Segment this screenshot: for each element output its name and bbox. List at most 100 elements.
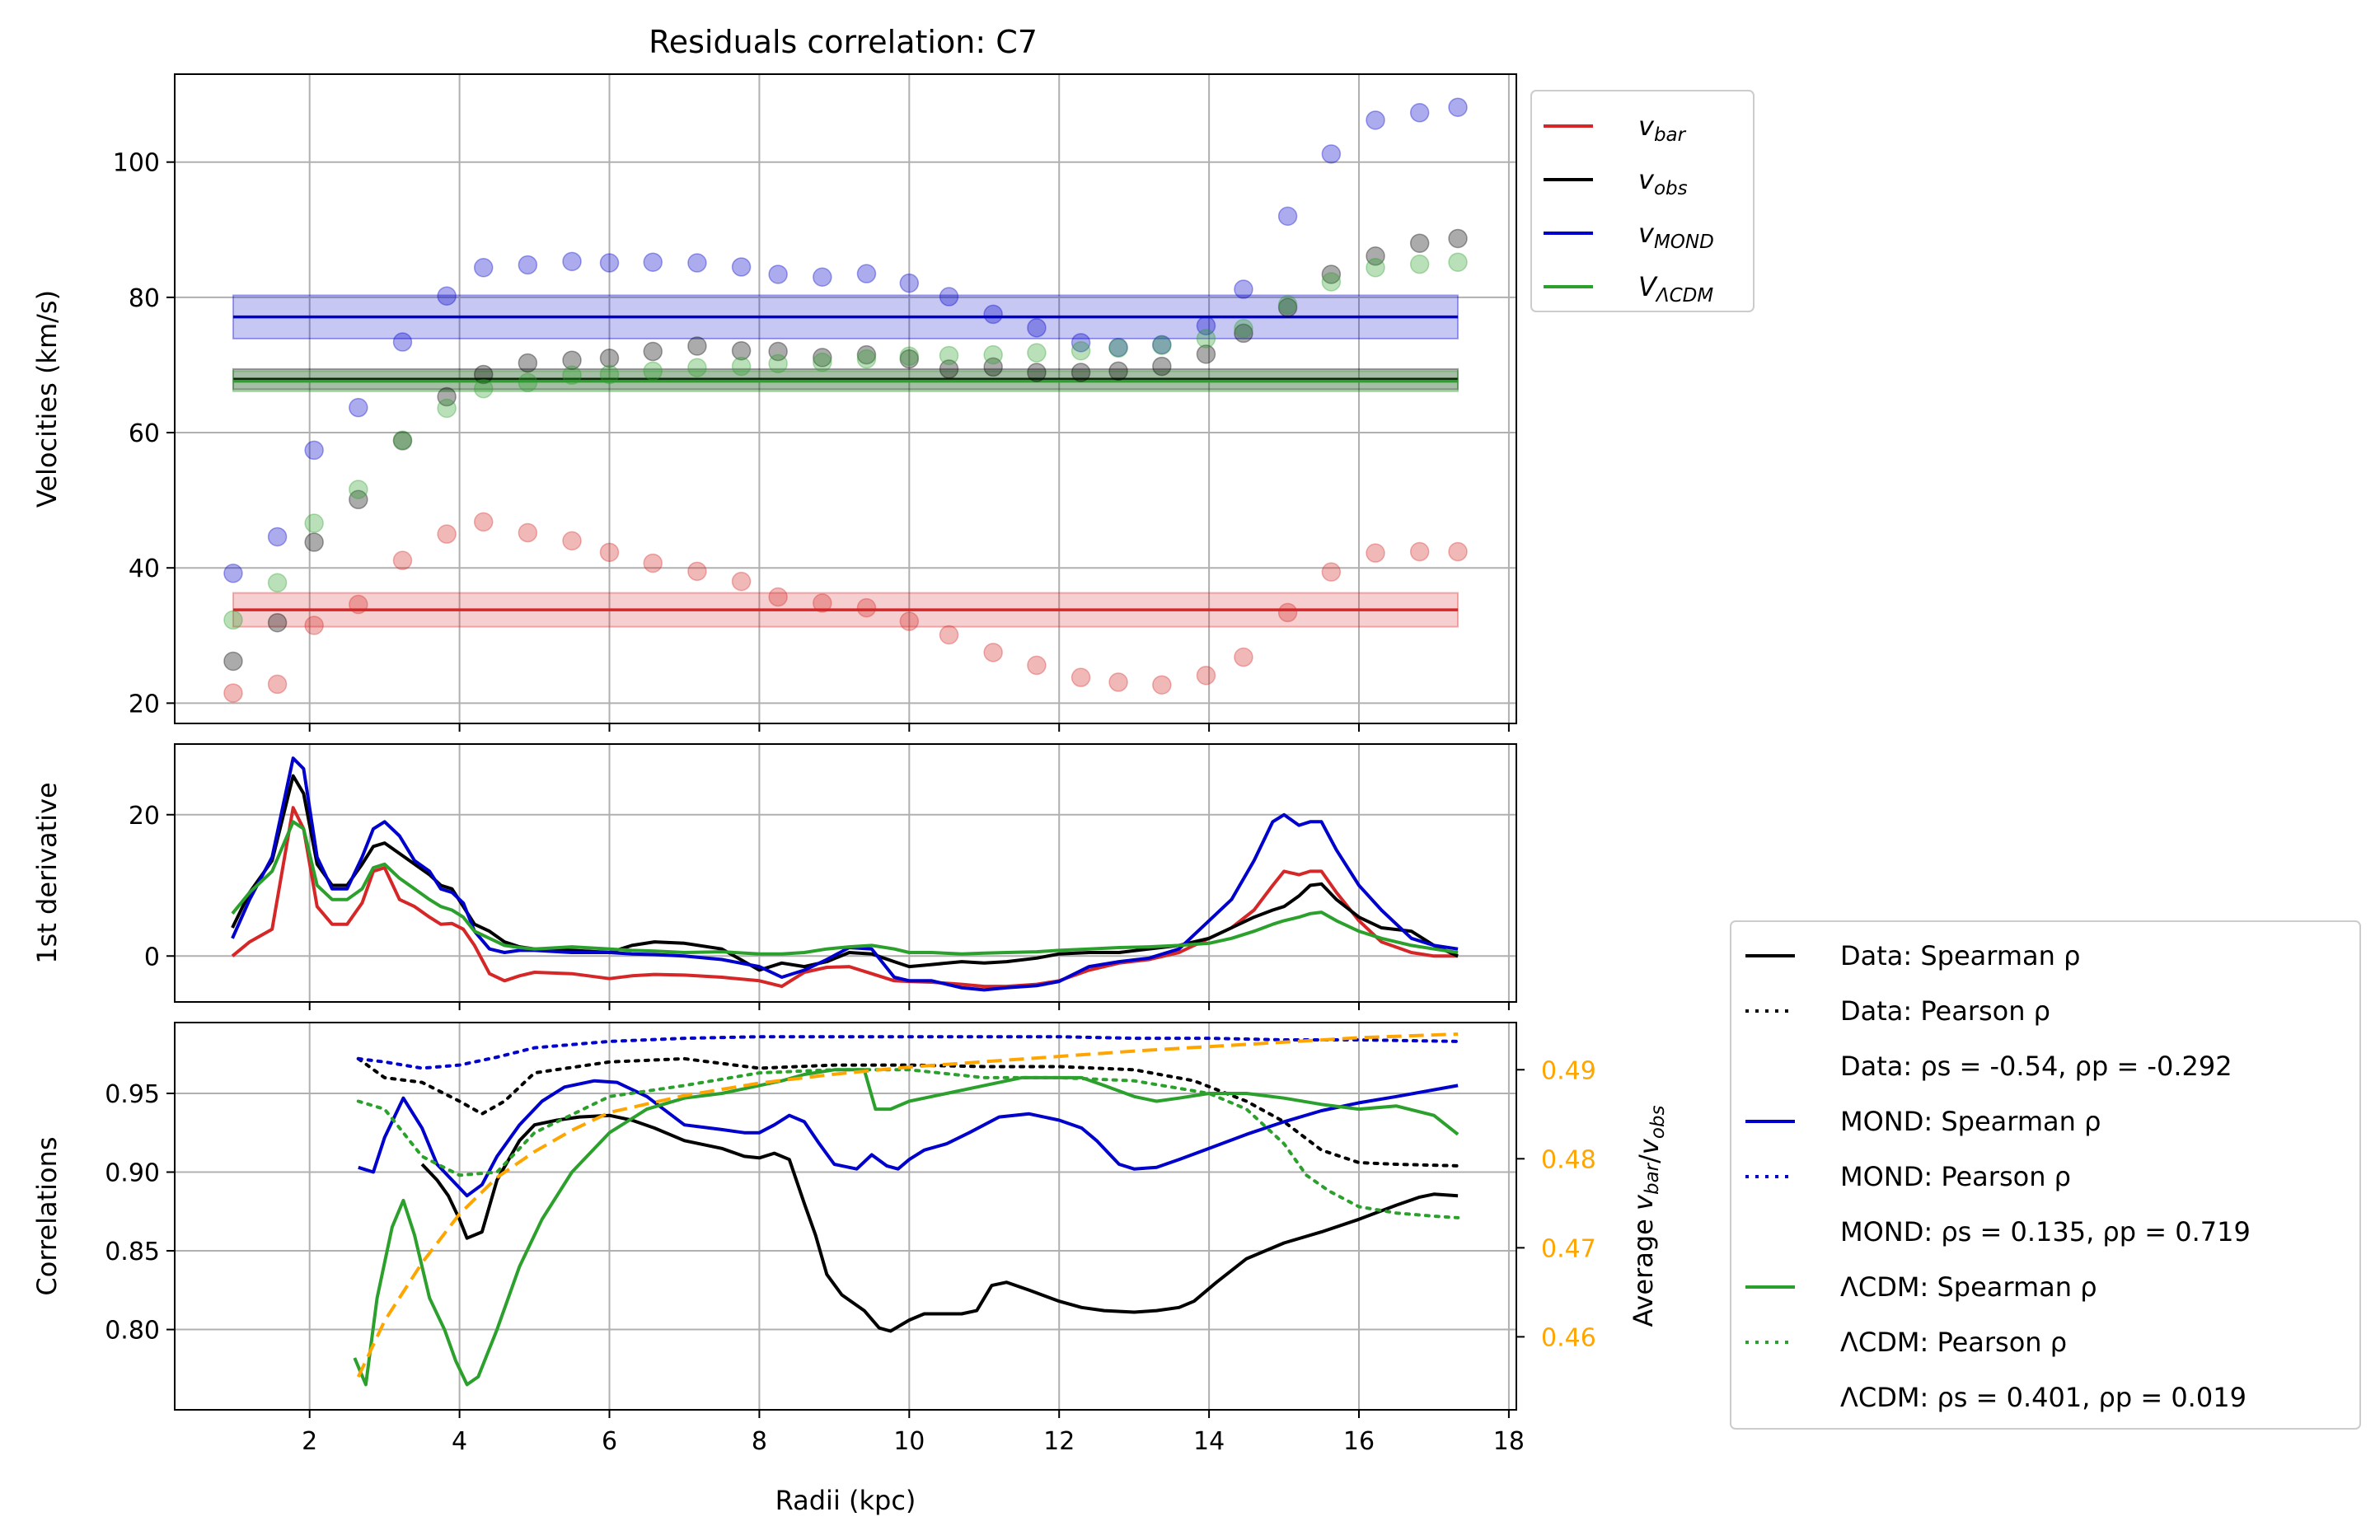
bar-point	[1108, 672, 1128, 692]
obs-point	[983, 357, 1003, 377]
mond-point	[1071, 333, 1091, 353]
lcdm-point	[437, 398, 457, 419]
mond-point	[731, 257, 752, 277]
bar-point	[267, 674, 288, 695]
y-tick-label: 100	[113, 149, 160, 178]
obs-point	[1071, 363, 1091, 382]
x-tick-label: 2	[302, 1427, 317, 1456]
axes-frame	[174, 73, 1517, 724]
velocity-legend: vbar vobs vMOND VΛCDM	[1530, 90, 1755, 312]
lcdm-point	[731, 356, 752, 377]
lcdm-point	[349, 480, 368, 499]
mond-point	[813, 267, 832, 287]
x-axis-label: Radii (kpc)	[775, 1485, 916, 1516]
lcdm-point	[267, 573, 288, 593]
y2-tick-label: 0.48	[1541, 1145, 1596, 1174]
y-axis-label: Correlations	[31, 1136, 63, 1295]
lcdm-point	[562, 365, 582, 386]
bar-point	[768, 587, 788, 607]
lcdm-point	[518, 372, 538, 393]
lcdm-point	[1409, 254, 1430, 274]
y-tick-label: 60	[129, 419, 160, 448]
obs-point	[731, 340, 752, 361]
derivative-panel: 0 20 1st derivative	[31, 743, 1517, 1010]
y2-tick-label: 0.46	[1541, 1323, 1596, 1352]
obs-point	[1366, 246, 1385, 266]
legend-label: Data: Pearson ρ	[1840, 995, 2050, 1027]
obs-point	[1409, 233, 1430, 253]
x-tick-label: 12	[1043, 1427, 1075, 1456]
y-tick-label: 40	[129, 555, 160, 583]
obs-point	[768, 341, 788, 362]
obs-point	[1321, 264, 1342, 284]
y-tick-label: 0.80	[105, 1317, 160, 1346]
legend-box	[1530, 90, 1755, 312]
obs-point	[687, 336, 707, 356]
lcdm-point	[1152, 335, 1172, 355]
correlation-legend: Data: Spearman ρ Data: Pearson ρ Data: ρs …	[1730, 920, 2361, 1430]
bar-point	[899, 611, 920, 631]
bar-point	[1277, 602, 1298, 623]
x-tick-label: 10	[893, 1427, 925, 1456]
y-tick-label: 80	[129, 284, 160, 313]
obs-point	[1448, 228, 1468, 249]
lcdm-point	[223, 610, 243, 630]
velocity-panel: 20 40 60 80 100 Velocities (km/s)	[31, 73, 1517, 732]
obs-point	[304, 532, 324, 552]
lcdm-point	[1196, 329, 1216, 349]
obs-point	[599, 349, 620, 368]
mond-point	[899, 273, 920, 293]
lcdm-point	[1366, 258, 1385, 278]
bar-point	[1321, 562, 1342, 582]
obs-point	[856, 344, 877, 365]
obs-point	[473, 364, 494, 385]
legend-label: Data: Spearman ρ	[1840, 940, 2080, 971]
mond-point	[1152, 335, 1172, 355]
y-tick-label: 0.90	[105, 1159, 160, 1188]
lcdm-point	[473, 378, 494, 399]
bar-point	[687, 561, 707, 582]
obs-solid-line	[420, 1113, 1459, 1333]
mond-dotted-line	[356, 1035, 1460, 1070]
obs-point	[1277, 297, 1298, 317]
bar-point	[599, 542, 620, 563]
bar-point	[1027, 655, 1047, 676]
legend-box	[1730, 920, 2361, 1430]
mond-point	[518, 255, 538, 275]
lcdm-point	[899, 346, 920, 367]
bar-point	[1152, 675, 1172, 695]
bar-point	[223, 683, 243, 703]
bar-point	[392, 550, 413, 570]
lcdm-point	[1234, 318, 1253, 339]
bar-point	[1071, 667, 1091, 687]
axes-frame	[174, 1022, 1517, 1411]
bar-point	[813, 593, 832, 613]
lcdm-point	[1108, 338, 1128, 358]
legend-label: MOND: Pearson ρ	[1840, 1161, 2071, 1192]
obs-point	[813, 348, 832, 367]
lcdm-point	[687, 358, 707, 377]
mond-point	[687, 253, 707, 273]
obs-point	[518, 353, 538, 373]
lcdm-point	[983, 344, 1003, 365]
mond-point	[1234, 279, 1253, 299]
lcdm-point	[304, 513, 324, 533]
bar-point	[518, 522, 538, 543]
mond-point	[562, 251, 582, 272]
legend-label: ΛCDM: Spearman ρ	[1840, 1271, 2097, 1303]
bar-point	[1366, 543, 1385, 563]
lcdm-point	[856, 349, 877, 369]
mond-point	[267, 527, 288, 547]
bar-point	[983, 643, 1003, 662]
mond-point	[349, 397, 368, 418]
x-tick-label: 4	[452, 1427, 467, 1456]
obs-point	[939, 359, 959, 379]
mond-point	[768, 264, 788, 284]
lcdm-point	[813, 352, 832, 372]
plot-area	[223, 97, 1468, 703]
obs-point	[1108, 361, 1128, 381]
x-tick-label: 16	[1343, 1427, 1375, 1456]
bar-point	[562, 531, 582, 551]
obs-point	[643, 341, 663, 362]
mond-point	[983, 304, 1003, 325]
